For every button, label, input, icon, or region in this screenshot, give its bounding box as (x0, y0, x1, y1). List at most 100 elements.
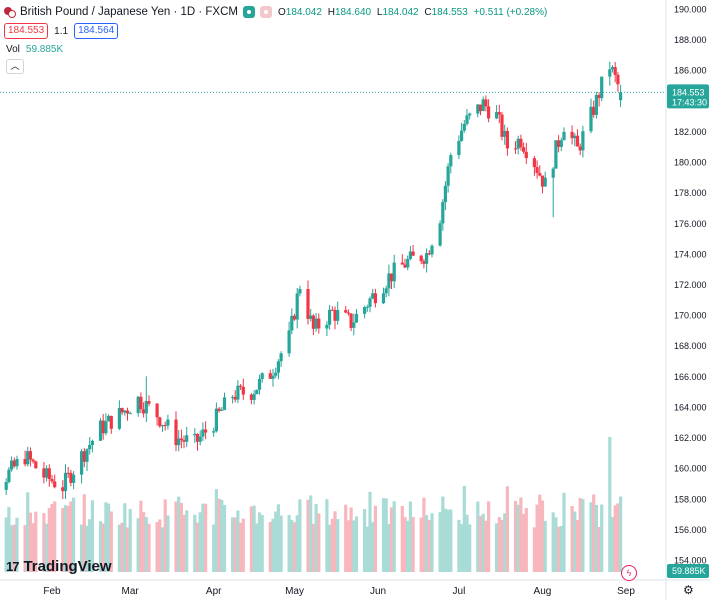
y-tick-label: 166.000 (674, 372, 707, 382)
market-status-icon[interactable] (242, 6, 255, 18)
volume-bar (120, 522, 124, 572)
candle-body (193, 433, 197, 436)
candle-body (573, 135, 577, 139)
chart-header: British Pound / Japanese Yen · 1D · FXCM… (4, 4, 550, 20)
volume-bar (619, 496, 623, 572)
candle-body (212, 431, 216, 433)
y-tick-label: 154.000 (674, 556, 707, 566)
symbol-title[interactable]: British Pound / Japanese Yen · 1D · FXCM (20, 6, 238, 18)
volume-bar (344, 504, 348, 572)
candle-body (142, 409, 146, 414)
volume-bar (212, 524, 216, 572)
candle-body (241, 386, 245, 395)
x-tick-label: Jul (453, 586, 466, 597)
candle-body (15, 459, 19, 467)
volume-bar (204, 503, 208, 572)
candle-body (72, 474, 76, 483)
flash-icon[interactable]: ϟ (621, 565, 637, 581)
volume-bar (314, 503, 318, 572)
volume-badge (667, 564, 709, 578)
gear-icon[interactable]: ⚙ (683, 583, 694, 597)
volume-bar (500, 519, 504, 572)
volume-bar (449, 509, 453, 572)
candle-body (608, 69, 612, 77)
volume-bar (50, 504, 54, 572)
buy-button[interactable]: 184.564 (74, 23, 119, 39)
chevron-up-icon[interactable]: ︿ (6, 59, 24, 74)
volume-bar (422, 497, 426, 572)
candle-body (610, 67, 615, 70)
volume-bar (142, 512, 146, 572)
volume-bar (495, 523, 499, 572)
volume-bar (589, 502, 593, 572)
candle-body (406, 258, 410, 268)
candle-body (166, 419, 170, 426)
volume-bar (45, 523, 49, 572)
volume-bar (42, 513, 46, 572)
candle-body (90, 440, 94, 445)
candle-body (562, 131, 566, 141)
candle-body (222, 397, 227, 410)
volume-bar (295, 515, 299, 572)
candle-body (328, 309, 332, 325)
candle-body (311, 315, 315, 329)
candle-body (594, 94, 598, 115)
volume-bar (559, 526, 563, 572)
candle-body (446, 166, 450, 186)
volume-bar (101, 523, 105, 572)
candle-body (478, 104, 483, 112)
volume-bar (290, 519, 294, 572)
candle-body (201, 429, 205, 437)
volume-bar (31, 523, 35, 572)
candle-body (381, 293, 386, 304)
candle-body (98, 420, 103, 441)
y-tick-label: 172.000 (674, 280, 707, 290)
volume-bar (69, 501, 73, 572)
tv-logo-icon: 17 (6, 559, 20, 574)
volume-legend: Vol 59.885K (6, 44, 63, 55)
volume-bar (144, 517, 148, 572)
x-tick-label: Sep (617, 586, 635, 597)
sell-button[interactable]: 184.553 (4, 23, 49, 39)
volume-bar (279, 515, 283, 572)
x-tick-label: May (285, 586, 304, 597)
volume-bar (15, 517, 19, 572)
candle-body (12, 460, 16, 467)
candle-body (104, 421, 108, 434)
volume-value: 59.885K (25, 44, 64, 55)
volume-bar (160, 527, 165, 572)
volume-bar (231, 517, 235, 572)
volume-bar (538, 494, 542, 572)
volume-bar (503, 513, 507, 572)
volume-bar (63, 505, 68, 572)
volume-bar (12, 524, 16, 572)
alert-status-icon[interactable] (259, 6, 272, 18)
candle-body (107, 415, 111, 422)
volume-bar (53, 501, 57, 572)
volume-bar (66, 506, 70, 572)
volume-bar (117, 524, 121, 572)
volume-bar (239, 522, 243, 572)
candle-body (346, 312, 350, 314)
volume-bar (98, 521, 103, 572)
volume-bar (222, 505, 227, 572)
volume-bar (220, 499, 224, 572)
volume-bar (47, 508, 51, 572)
candle-body (336, 310, 340, 321)
candle-body (47, 468, 51, 479)
volume-bar (325, 499, 329, 572)
volume-bar (61, 507, 65, 572)
volume-bar (484, 520, 488, 572)
volume-bar (185, 510, 189, 572)
candle-body (217, 408, 221, 411)
candle-body (34, 461, 38, 469)
candle-body (147, 401, 151, 404)
volume-bar (457, 519, 461, 572)
candle-body (325, 324, 329, 329)
logo-text: TradingView (23, 558, 112, 575)
candle-body (425, 253, 429, 264)
candle-body (613, 67, 617, 75)
candle-body (7, 469, 11, 482)
volume-bar (608, 437, 612, 572)
